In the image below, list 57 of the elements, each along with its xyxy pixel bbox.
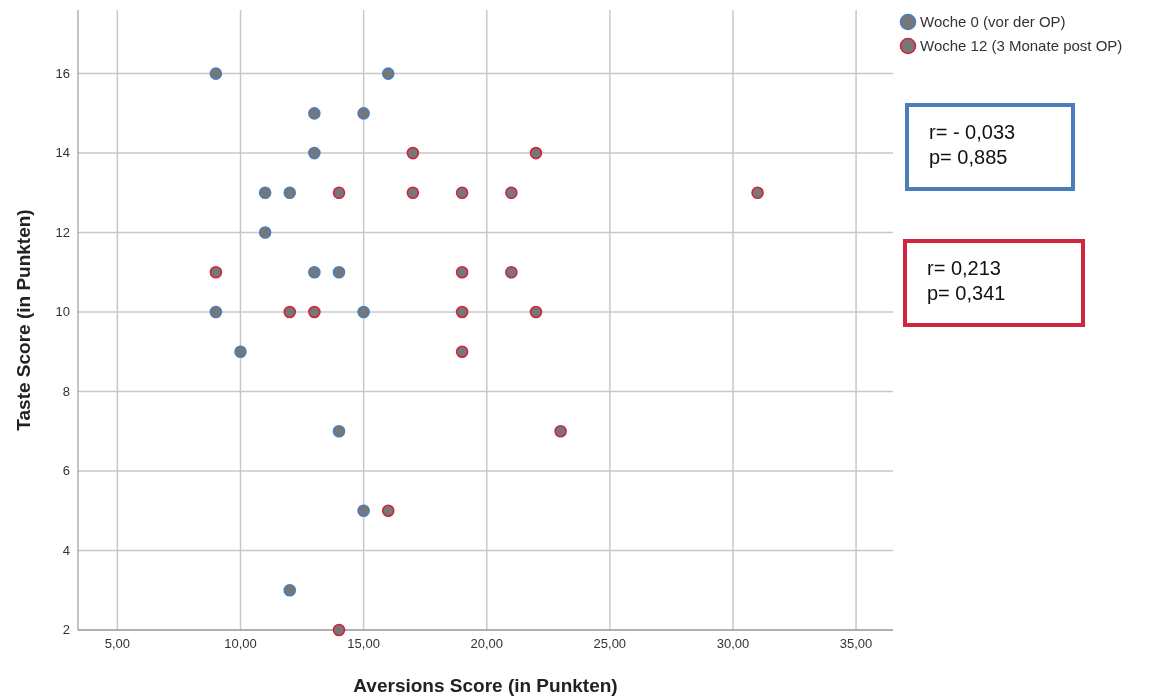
point [209, 305, 223, 319]
x-tick-label: 15,00 [347, 636, 380, 651]
point [554, 424, 567, 438]
x-tick-label: 10,00 [224, 636, 257, 651]
point [332, 266, 346, 279]
text: r= - 0,033 [929, 121, 1016, 143]
x-axis-title: Aversions Score (in Punkten) [353, 675, 618, 696]
point [283, 305, 297, 319]
x-tick-label: 20,00 [470, 636, 503, 651]
y-tick-label: 4 [62, 542, 70, 558]
point [529, 305, 543, 319]
y-axis-title: Taste Score (in Punkten) [13, 209, 34, 431]
point [381, 504, 395, 518]
point [283, 583, 297, 597]
y-tick-label: 2 [62, 622, 70, 637]
point [751, 186, 764, 200]
point [308, 107, 321, 120]
text: p= 0,341 [927, 282, 1006, 304]
point [455, 345, 469, 359]
point [234, 345, 247, 359]
x-tick-label: 5,00 [104, 636, 131, 651]
y-tick-label: 10 [55, 304, 70, 320]
point [209, 266, 223, 279]
point [357, 107, 370, 120]
point [283, 186, 297, 200]
point [357, 504, 370, 518]
point [332, 623, 346, 637]
y-tick-label: 8 [62, 383, 70, 399]
point [209, 67, 223, 80]
x-tick-label: 25,00 [593, 636, 627, 651]
point [332, 424, 346, 438]
y-tick-label: 16 [55, 65, 70, 81]
point [308, 266, 321, 279]
point [529, 146, 543, 160]
y-tick-label: 6 [62, 463, 70, 479]
point [505, 266, 518, 279]
point [406, 146, 420, 160]
x-tick-label: 30,00 [716, 636, 750, 651]
point [455, 186, 469, 200]
point [308, 305, 321, 319]
x-tick-label: 35,00 [839, 636, 873, 651]
point [258, 186, 272, 200]
point [332, 186, 346, 200]
point [308, 146, 321, 160]
point [455, 266, 469, 279]
text: r= 0,213 [927, 257, 1001, 279]
legend-label: Woche 0 (vor der OP) [920, 13, 1066, 30]
legend-label: Woche 12 (3 Monate post OP) [920, 37, 1123, 54]
y-tick-label: 12 [55, 224, 70, 240]
point [406, 186, 420, 200]
point [455, 305, 469, 319]
point [357, 305, 370, 319]
text: p= 0,885 [929, 146, 1008, 168]
point [505, 186, 518, 200]
y-tick-label: 14 [55, 145, 70, 161]
point [381, 67, 395, 80]
point [258, 226, 272, 239]
